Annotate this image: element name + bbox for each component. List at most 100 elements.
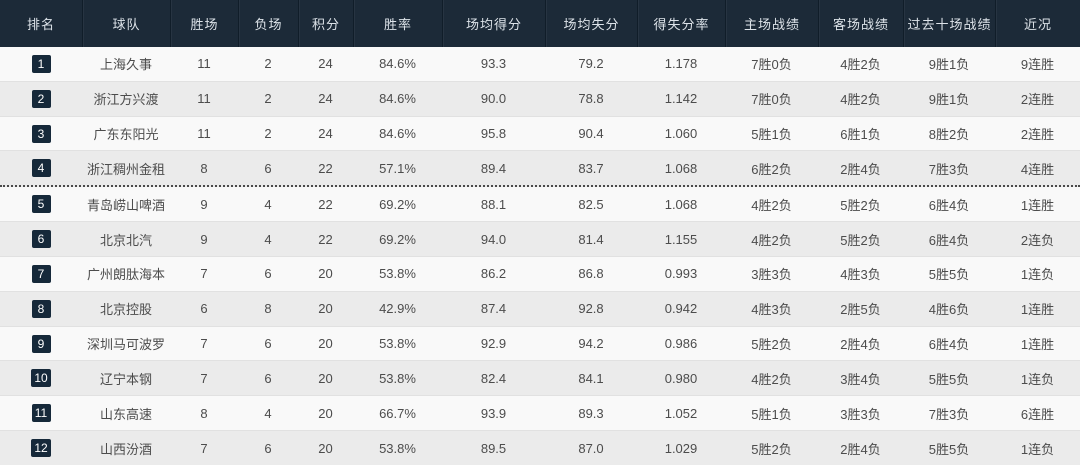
recent-streak-value: 1连负 [1020,267,1055,283]
score-ratio-value: 1.052 [664,405,698,421]
away-record-value: 4胜2负 [840,57,881,73]
win-rate-value: 69.2% [379,196,416,212]
wins-value: 11 [197,91,211,107]
points-allowed-value: 89.3 [578,405,604,421]
score-ratio-value: 0.980 [664,370,698,386]
recent-streak-value: 6连胜 [1020,406,1055,422]
column-header-streak: 近况 [995,0,1080,47]
team-name: 北京控股 [99,302,152,318]
last-10-record-value: 7胜3负 [928,406,970,422]
column-header-papg: 场均失分 [545,0,637,47]
last-10-record-value: 5胜5负 [928,441,970,457]
points-allowed-value: 81.4 [578,231,604,247]
away-record-value: 2胜4负 [840,337,881,353]
points-allowed-value: 90.4 [578,126,604,142]
table-row: 12 山西汾酒 7 6 20 53.8% 89.5 87.0 1.029 5胜2负 2胜4负 5胜5负… [0,431,1080,465]
rank-cell: 5 [0,195,82,214]
team-name: 北京北汽 [99,232,152,248]
home-record-value: 4胜2负 [751,371,792,387]
losses-value: 4 [264,196,272,212]
wins-value: 9 [200,196,208,212]
win-rate-value: 84.6% [379,56,416,72]
wins-value: 6 [200,301,208,317]
points-per-game-value: 92.9 [480,336,507,352]
rank-cell: 8 [0,299,82,318]
losses-value: 4 [264,405,272,421]
wins-value: 8 [200,160,208,176]
column-header-team: 球队 [82,0,170,47]
last-10-record-value: 7胜3负 [928,161,970,177]
home-record-value: 4胜2负 [751,197,792,213]
recent-streak-value: 2连胜 [1020,92,1055,108]
points-value: 20 [318,440,333,456]
points-allowed-value: 87.0 [578,440,604,456]
last-10-record-value: 6胜4负 [928,232,970,248]
points-value: 24 [318,126,333,142]
team-name: 青岛崂山啤酒 [86,197,165,213]
score-ratio-value: 1.178 [664,56,698,72]
team-name: 山西汾酒 [99,441,152,457]
last-10-record-value: 9胜1负 [928,57,970,73]
away-record-value: 6胜1负 [840,127,881,143]
wins-value: 7 [200,440,208,456]
rank-cell: 7 [0,264,82,283]
away-record-value: 2胜4负 [840,441,881,457]
recent-streak-value: 9连胜 [1020,57,1055,73]
home-record-value: 7胜0负 [751,92,792,108]
points-value: 24 [318,91,333,107]
points-value: 22 [318,160,333,176]
rank-badge: 3 [31,124,51,143]
table-row: 5 青岛崂山啤酒 9 4 22 69.2% 88.1 82.5 1.068 4胜2负 5胜2负 6胜4… [0,187,1080,223]
losses-value: 6 [264,440,272,456]
win-rate-value: 84.6% [379,91,416,107]
team-name: 上海久事 [99,57,152,73]
points-value: 20 [318,336,333,352]
last-10-record-value: 9胜1负 [928,92,970,108]
points-per-game-value: 93.9 [480,405,507,421]
last-10-record-value: 4胜6负 [928,302,970,318]
losses-value: 6 [264,160,272,176]
points-value: 24 [318,56,333,72]
away-record-value: 2胜5负 [840,302,881,318]
table-row: 3 广东东阳光 11 2 24 84.6% 95.8 90.4 1.060 5胜1负 6胜1负 8胜2… [0,116,1080,152]
losses-value: 2 [264,126,272,142]
column-header-away-record: 客场战绩 [818,0,903,47]
rank-badge: 2 [31,89,51,108]
wins-value: 11 [197,56,211,72]
away-record-value: 4胜2负 [840,92,881,108]
score-ratio-value: 1.068 [664,196,698,212]
recent-streak-value: 1连胜 [1020,337,1055,353]
points-value: 22 [318,231,333,247]
points-allowed-value: 79.2 [578,56,604,72]
recent-streak-value: 1连负 [1020,371,1055,387]
points-value: 20 [318,301,333,317]
wins-value: 7 [200,336,208,352]
score-ratio-value: 1.068 [664,160,698,176]
score-ratio-value: 0.986 [664,336,698,352]
win-rate-value: 66.7% [379,405,416,421]
away-record-value: 5胜2负 [840,197,881,213]
team-name: 深圳马可波罗 [86,337,165,353]
last-10-record-value: 5胜5负 [928,267,970,283]
home-record-value: 7胜0负 [751,57,792,73]
rank-badge: 5 [31,195,51,214]
recent-streak-value: 1连胜 [1020,197,1055,213]
home-record-value: 5胜2负 [751,337,792,353]
rank-badge: 6 [31,230,51,249]
away-record-value: 2胜4负 [840,161,881,177]
recent-streak-value: 1连负 [1020,441,1055,457]
team-name: 浙江稠州金租 [86,161,165,177]
score-ratio-value: 1.060 [664,126,698,142]
win-rate-value: 84.6% [379,126,416,142]
home-record-value: 5胜2负 [751,441,792,457]
losses-value: 4 [264,231,272,247]
table-row: 8 北京控股 6 8 20 42.9% 87.4 92.8 0.942 4胜3负 2胜5负 4胜6负 1… [0,291,1080,327]
last-10-record-value: 6胜4负 [928,197,970,213]
win-rate-value: 53.8% [379,336,416,352]
column-header-ppg: 场均得分 [442,0,545,47]
points-per-game-value: 82.4 [480,370,507,386]
losses-value: 2 [264,91,272,107]
rank-cell: 10 [0,369,82,388]
recent-streak-value: 2连胜 [1020,127,1055,143]
